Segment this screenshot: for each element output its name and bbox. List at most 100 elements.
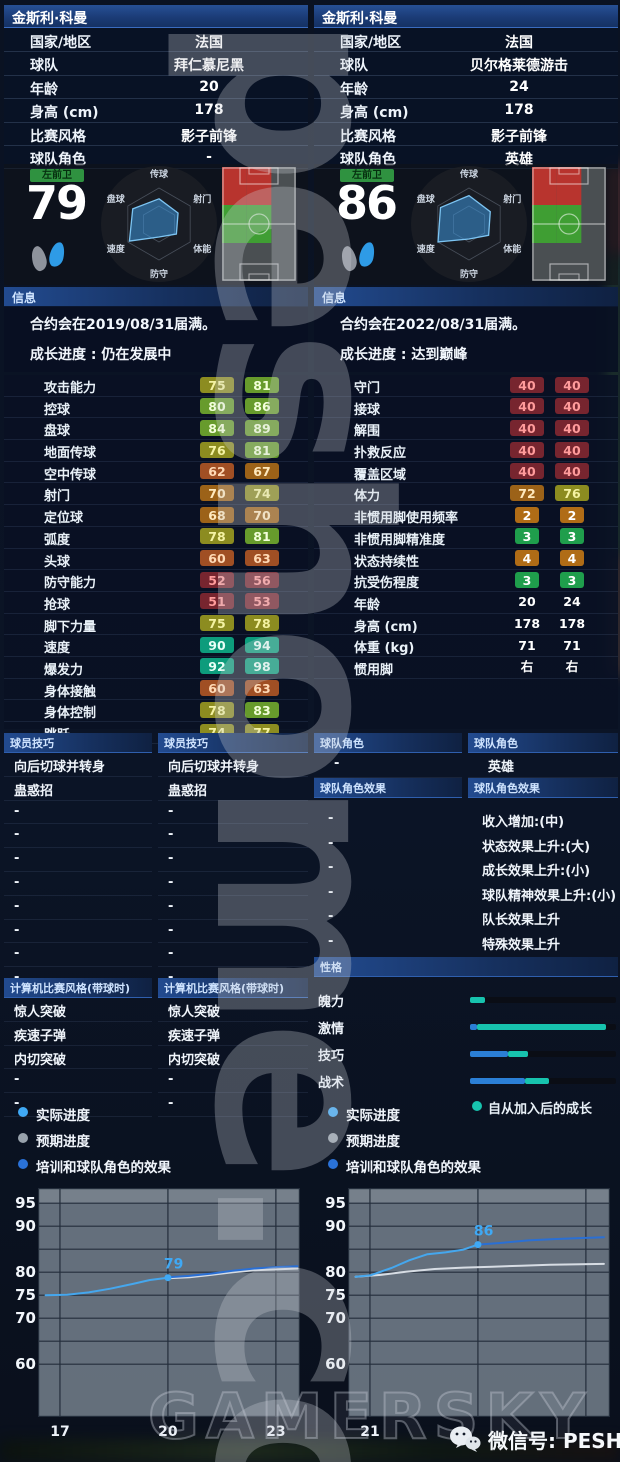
stat-label: 攻击能力	[44, 381, 97, 396]
list-item: -	[158, 1093, 308, 1117]
profile-row: 身高 (cm) 178	[4, 99, 308, 123]
team-role-effect-item: -	[314, 833, 462, 858]
stat-value: 94	[245, 636, 279, 653]
profile-row: 球队 贝尔格莱德游击	[314, 52, 618, 76]
stat-value: 74	[245, 484, 279, 501]
personality-bar-base	[470, 1051, 508, 1057]
list-item: -	[4, 1093, 152, 1117]
section-header-skills-label: 球员技巧	[10, 737, 54, 750]
list-item: -	[158, 801, 308, 825]
stat-row: 非惯用脚使用频率 2 2	[314, 505, 618, 527]
growth-graph: 95 90 80 75 70 60 86	[314, 1186, 618, 1420]
stat-value: 4	[515, 550, 539, 566]
list-subcolumn: 计算机比赛风格(带球时) 惊人突破 疾速子弹 内切突破 - -	[4, 978, 152, 1117]
left-foot-icon	[339, 244, 359, 273]
section-header-team-role-label: 球队角色	[474, 737, 518, 750]
personality-bar-track	[470, 1078, 616, 1084]
section-header-com-style-label: 计算机比赛风格(带球时)	[10, 982, 131, 995]
legend-row-training-effect: 培训和球队角色的效果	[314, 1152, 618, 1178]
team-role-value: -	[314, 753, 462, 778]
stat-label: 身高 (cm)	[354, 619, 418, 635]
profile-row: 年龄 20	[4, 76, 308, 100]
x-axis-tick: 23	[266, 1424, 286, 1440]
list-item-label: -	[168, 1072, 174, 1088]
stat-value: 67	[245, 463, 279, 480]
list-item-label: -	[14, 1072, 20, 1088]
stat-row: 状态持续性 4 4	[314, 549, 618, 571]
personality-label: 技巧	[318, 1049, 345, 1064]
growth-legend-label: 自从加入后的成长	[488, 1102, 593, 1117]
stat-value: 81	[245, 528, 279, 545]
personality-bar-growth	[477, 1024, 606, 1030]
list-item-label: 内切突破	[14, 1052, 67, 1068]
stat-label: 弧度	[44, 532, 71, 548]
wechat-icon	[450, 1426, 481, 1452]
list-item-label: 蛊惑招	[168, 783, 208, 799]
team-role-effect-item: 收入增加:(中)	[468, 808, 618, 833]
section-header-personality: 性格	[314, 957, 618, 977]
stat-value: 98	[245, 658, 279, 675]
footedness-icon	[338, 240, 388, 276]
personality-bar-base	[470, 1024, 478, 1030]
legend-dot-training-effect	[328, 1159, 338, 1169]
personality-section: 性格 魄力 激情 技巧 战术 自从加入后的成长	[314, 957, 618, 1117]
radar-axis-label: 体能	[503, 243, 521, 255]
stat-value: 56	[245, 571, 279, 588]
list-item-label: -	[168, 851, 174, 867]
x-axis-tick: 20	[158, 1424, 178, 1440]
player-name: 金斯利·科曼	[322, 11, 398, 27]
list-item: 内切突破	[158, 1046, 308, 1070]
section-header-info: 信息	[4, 287, 308, 307]
list-item: -	[4, 872, 152, 896]
stat-value: 40	[510, 419, 544, 436]
team-role-effect-label: -	[328, 860, 334, 875]
team-role-effect-item: -	[314, 906, 462, 931]
radar-axis-label: 传球	[459, 168, 479, 180]
stat-row: 身体接触 60 63	[4, 679, 308, 701]
stat-label: 接球	[354, 402, 381, 418]
legend-dot-expected-progress	[18, 1133, 28, 1143]
stat-value: 40	[510, 398, 544, 415]
radar-axis-label: 盘球	[107, 193, 126, 205]
legend-dot-training-effect	[18, 1159, 28, 1169]
stat-value: 3	[515, 571, 539, 588]
team-role-label: -	[334, 756, 340, 771]
player-panel-right: 金斯利·科曼 国家/地区 法国 球队 贝尔格莱德游击 年龄 24 身高 (cm) 178 比赛风格…	[314, 0, 618, 1462]
personality-bar-track	[470, 1024, 616, 1030]
legend-label: 实际进度	[346, 1108, 400, 1124]
stat-value: 53	[245, 593, 279, 610]
profile-value: 24	[509, 78, 529, 95]
stat-value: 3	[560, 528, 584, 545]
stat-label: 防守能力	[44, 576, 97, 592]
legend-label: 预期进度	[346, 1134, 400, 1150]
section-header-team-role-effects: 球队角色效果	[314, 778, 462, 798]
list-item-label: 疾速子弹	[14, 1028, 67, 1044]
spacer	[314, 798, 462, 808]
stat-value: 62	[200, 463, 234, 480]
section-header-skills: 球员技巧	[158, 733, 308, 753]
stat-value: 78	[245, 615, 279, 632]
list-item: -	[4, 824, 152, 849]
section-header-team-role: 球队角色	[314, 733, 462, 753]
list-item: -	[4, 896, 152, 920]
team-role-effect-label: 成长效果上升:(小)	[482, 864, 591, 879]
personality-label: 激情	[318, 1022, 345, 1037]
radar-axis-label: 射门	[192, 193, 211, 205]
stat-value: 80	[200, 398, 234, 415]
stat-value: 右	[520, 659, 534, 675]
x-axis-labels: 17 20 23	[4, 1424, 308, 1444]
team-role-effect-label: 球队精神效果上升:(小)	[482, 888, 617, 904]
y-axis-tick: 70	[15, 1309, 36, 1328]
stat-row: 身体控制 78 83	[4, 700, 308, 722]
list-item: 惊人突破	[158, 998, 308, 1022]
contract-expiry: 合约会在2022/08/31届满。	[340, 317, 527, 333]
player-overview: 左前卫 79 传球 射门 体能 防守 速度 盘球	[4, 164, 308, 285]
profile-label: 比赛风格	[30, 128, 86, 145]
player-panel-left: 金斯利·科曼 国家/地区 法国 球队 拜仁慕尼黑 年龄 20 身高 (cm) 178 比赛风格 影子…	[4, 0, 308, 1462]
list-item-label: 疾速子弹	[168, 1028, 221, 1044]
position-pitch-map	[532, 167, 606, 281]
contract-expiry: 合约会在2019/08/31届满。	[30, 317, 217, 333]
stat-row: 攻击能力 75 81	[4, 375, 308, 397]
profile-value: 20	[199, 78, 219, 95]
